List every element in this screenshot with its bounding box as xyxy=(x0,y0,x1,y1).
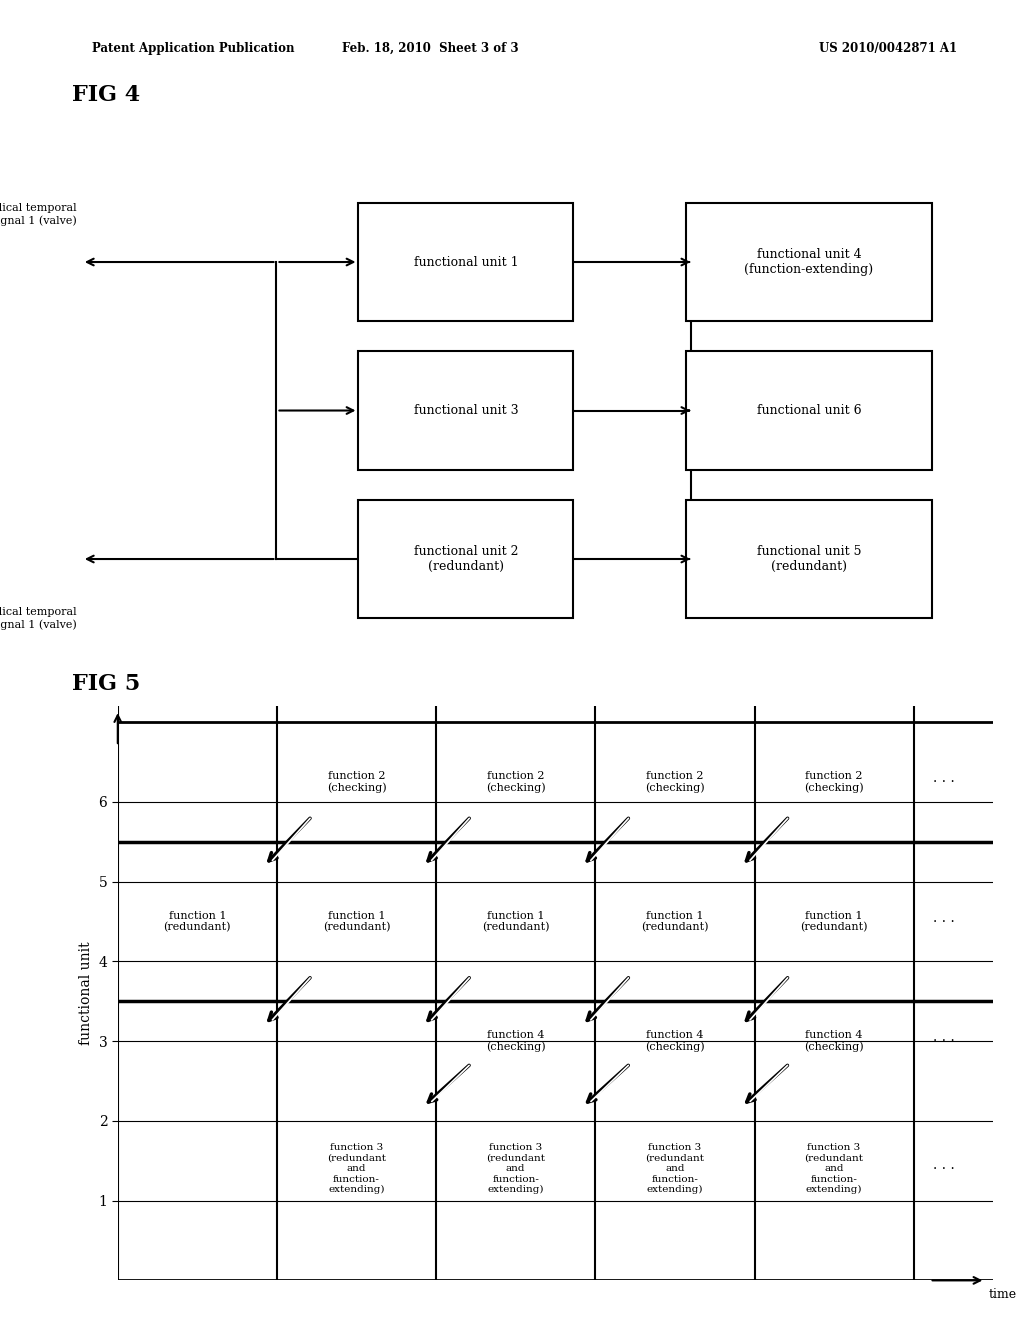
Text: FIG 5: FIG 5 xyxy=(72,673,140,696)
Text: function 1
(redundant): function 1 (redundant) xyxy=(482,911,550,932)
Text: time: time xyxy=(988,1288,1017,1302)
Text: function 1
(redundant): function 1 (redundant) xyxy=(323,911,390,932)
Text: function 4
(checking): function 4 (checking) xyxy=(645,1030,705,1052)
Text: functional unit 6: functional unit 6 xyxy=(757,404,861,417)
Text: FIG 4: FIG 4 xyxy=(72,84,140,106)
Text: · · ·: · · · xyxy=(933,915,954,928)
Text: function 2
(checking): function 2 (checking) xyxy=(486,771,546,793)
Text: function 4
(checking): function 4 (checking) xyxy=(486,1030,546,1052)
Text: function 2
(checking): function 2 (checking) xyxy=(804,771,864,793)
Text: function 3
(redundant
and
function-
extending): function 3 (redundant and function- exte… xyxy=(805,1143,863,1195)
Text: function 1
(redundant): function 1 (redundant) xyxy=(164,911,231,932)
Text: periodical temporal
signal 1 (valve): periodical temporal signal 1 (valve) xyxy=(0,607,77,630)
Text: · · ·: · · · xyxy=(933,1034,954,1048)
Text: · · ·: · · · xyxy=(933,1162,954,1176)
Text: function 3
(redundant
and
function-
extending): function 3 (redundant and function- exte… xyxy=(486,1143,545,1195)
Bar xyxy=(686,351,932,470)
Text: functional unit 2
(redundant): functional unit 2 (redundant) xyxy=(414,545,518,573)
Text: Patent Application Publication: Patent Application Publication xyxy=(92,42,295,55)
Text: functional unit 4
(function-extending): functional unit 4 (function-extending) xyxy=(744,248,873,276)
Text: function 2
(checking): function 2 (checking) xyxy=(327,771,386,793)
Text: Feb. 18, 2010  Sheet 3 of 3: Feb. 18, 2010 Sheet 3 of 3 xyxy=(342,42,518,55)
Text: · · ·: · · · xyxy=(933,775,954,789)
Y-axis label: functional unit: functional unit xyxy=(79,941,93,1045)
Text: function 4
(checking): function 4 (checking) xyxy=(804,1030,864,1052)
Bar xyxy=(686,202,932,321)
Bar xyxy=(358,499,573,618)
Text: functional unit 5
(redundant): functional unit 5 (redundant) xyxy=(757,545,861,573)
Text: US 2010/0042871 A1: US 2010/0042871 A1 xyxy=(819,42,957,55)
Text: function 1
(redundant): function 1 (redundant) xyxy=(801,911,868,932)
Bar xyxy=(358,351,573,470)
Text: function 3
(redundant
and
function-
extending): function 3 (redundant and function- exte… xyxy=(327,1143,386,1195)
Text: function 2
(checking): function 2 (checking) xyxy=(645,771,705,793)
Bar xyxy=(686,499,932,618)
Bar xyxy=(358,202,573,321)
Text: functional unit 3: functional unit 3 xyxy=(414,404,518,417)
Text: functional unit 1: functional unit 1 xyxy=(414,256,518,268)
Text: function 1
(redundant): function 1 (redundant) xyxy=(641,911,709,932)
Text: function 3
(redundant
and
function-
extending): function 3 (redundant and function- exte… xyxy=(645,1143,705,1195)
Text: periodical temporal
signal 1 (valve): periodical temporal signal 1 (valve) xyxy=(0,203,77,226)
